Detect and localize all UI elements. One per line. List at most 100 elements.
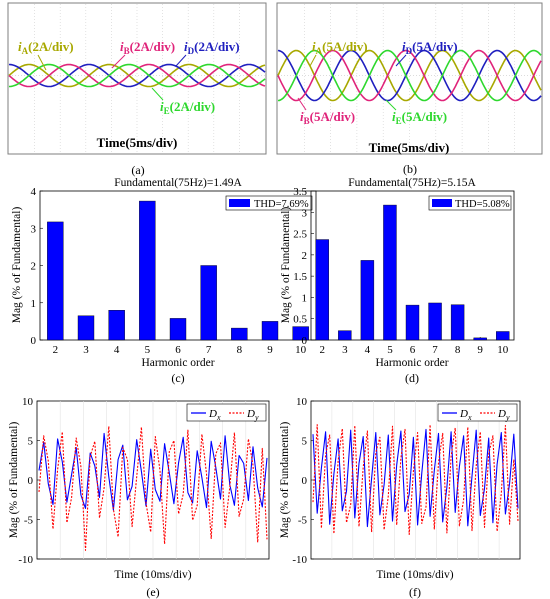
legend-e [186,403,267,422]
bar-4 [108,310,125,341]
legend-label-dy-e: Dy [246,408,259,422]
time-label-b: Time(5ms/div) [369,140,450,155]
pointer-id-b [395,54,407,67]
bar-3 [77,315,95,341]
bar-8 [231,327,248,341]
pointer-ib-b [297,97,307,111]
y-tick-label: 3.5 [293,186,307,198]
bar-6 [405,304,420,341]
ylabel-c: Mag (% of Fundamental) [11,207,23,324]
bar-9 [473,337,487,341]
x-tick-label: 9 [477,344,483,356]
label-ib-b: iB(5A/div) [300,109,355,126]
xlabel-e: Time (10ms/div) [114,569,191,581]
bar-4 [360,260,375,341]
scope-panel-a: iA(2A/div) iB(2A/div) iD(2A/div) iE(2A/d… [7,2,267,155]
chart-panel-f: -10 -5 0 5 10 Dx Dy Time (10ms/div) Mag (% o… [279,396,521,581]
y-tick-label: 2 [302,250,308,262]
x-tick-label: 9 [267,344,273,356]
label-id-b: iD(5A/div) [402,39,458,56]
legend-f [437,403,518,422]
pointer-ie-b [385,99,397,111]
bar-3 [338,330,352,341]
ylabel-f: Mag (% of Fundamental) [279,422,291,539]
y-tick-label: 1 [302,292,308,304]
legend-label-dy-f: Dy [497,408,510,422]
bar-2 [47,221,64,341]
chart-panel-e: -10 -5 0 5 10 Dx Dy Time (10ms/div) Mag (% o… [8,396,270,581]
bar-5 [139,200,156,341]
caption-f: (f) [409,585,421,599]
bars-c [47,200,309,341]
y-tick-label: 1.5 [293,271,307,283]
x-tick-label: 7 [432,344,438,356]
x-tick-label: 2 [53,344,59,356]
bar-9 [261,321,279,341]
bar-2 [315,239,329,341]
wave-ie [277,49,542,102]
y-tick-label: 1 [31,298,37,310]
bars-d [315,204,510,341]
label-ie-a: iE(2A/div) [160,99,215,116]
ylabel-d: Mag (% of Fundamental) [280,207,292,324]
series-lines-f [312,424,519,536]
caption-e: (e) [146,585,159,599]
y-tick-label: 5 [28,436,34,448]
label-ia-a: iA(2A/div) [18,39,74,56]
x-tick-label: 8 [237,344,243,356]
y-tick-label: 10 [296,396,308,408]
x-tick-label: 4 [365,344,371,356]
x-tick-label: 3 [83,344,89,356]
axis-ticks-d: 0 0.5 1 1.5 2 2.5 3 3.5 2 3 4 5 6 7 8 9 10 [293,186,508,356]
wave-id [277,49,542,102]
wave-ib [277,49,542,102]
wave-ie [9,63,266,88]
x-tick-label: 6 [175,344,181,356]
caption-b: (b) [403,162,417,176]
bar-8 [450,304,465,341]
x-tick-label: 2 [320,344,326,356]
y-tick-label: 0 [31,335,37,347]
pointer-ib-a [111,54,126,69]
series-lines-e [38,425,268,551]
xlabel-f: Time (10ms/div) [376,569,453,581]
legend-swatch-d [432,199,452,207]
wave-id [8,63,266,88]
scope-panel-b: iA(5A/div) iD(5A/div) iB(5A/div) iE(5A/d… [276,2,543,155]
pointer-ia-b [309,54,317,67]
pointer-ia-a [37,54,47,71]
legend-label-d: THD=5.08% [455,199,510,210]
bar-10 [292,326,309,341]
bar-7 [200,265,217,341]
y-tick-label: 2.5 [293,229,307,241]
x-tick-label: 5 [387,344,393,356]
x-tick-label: 6 [410,344,416,356]
time-label-a: Time(5ms/div) [97,135,178,150]
axis-ticks-f: -10 -5 0 5 10 [292,396,314,566]
legend-label-dx-f: Dx [459,408,472,422]
x-tick-label: 8 [455,344,461,356]
xlabel-d: Harmonic order [375,357,448,369]
y-tick-label: -10 [18,554,33,566]
y-tick-label: 3 [31,223,37,235]
label-ie-b: iE(5A/div) [392,109,447,126]
series-dx-line [312,428,519,528]
x-tick-label: 10 [497,344,509,356]
y-tick-label: -10 [292,554,307,566]
scope-grid-a [9,4,265,153]
legend-label-dx-e: Dx [208,408,221,422]
bar-5 [383,204,397,341]
series-dx-line [38,432,268,511]
label-ib-a: iB(2A/div) [120,39,175,56]
pointer-id-a [175,54,187,67]
y-tick-label: 0 [302,335,308,347]
x-tick-label: 3 [342,344,348,356]
y-tick-label: 10 [22,396,34,408]
chart-title-c: Fundamental(75Hz)=1.49A [114,177,242,189]
bar-10 [496,331,510,341]
caption-d: (d) [405,371,419,385]
